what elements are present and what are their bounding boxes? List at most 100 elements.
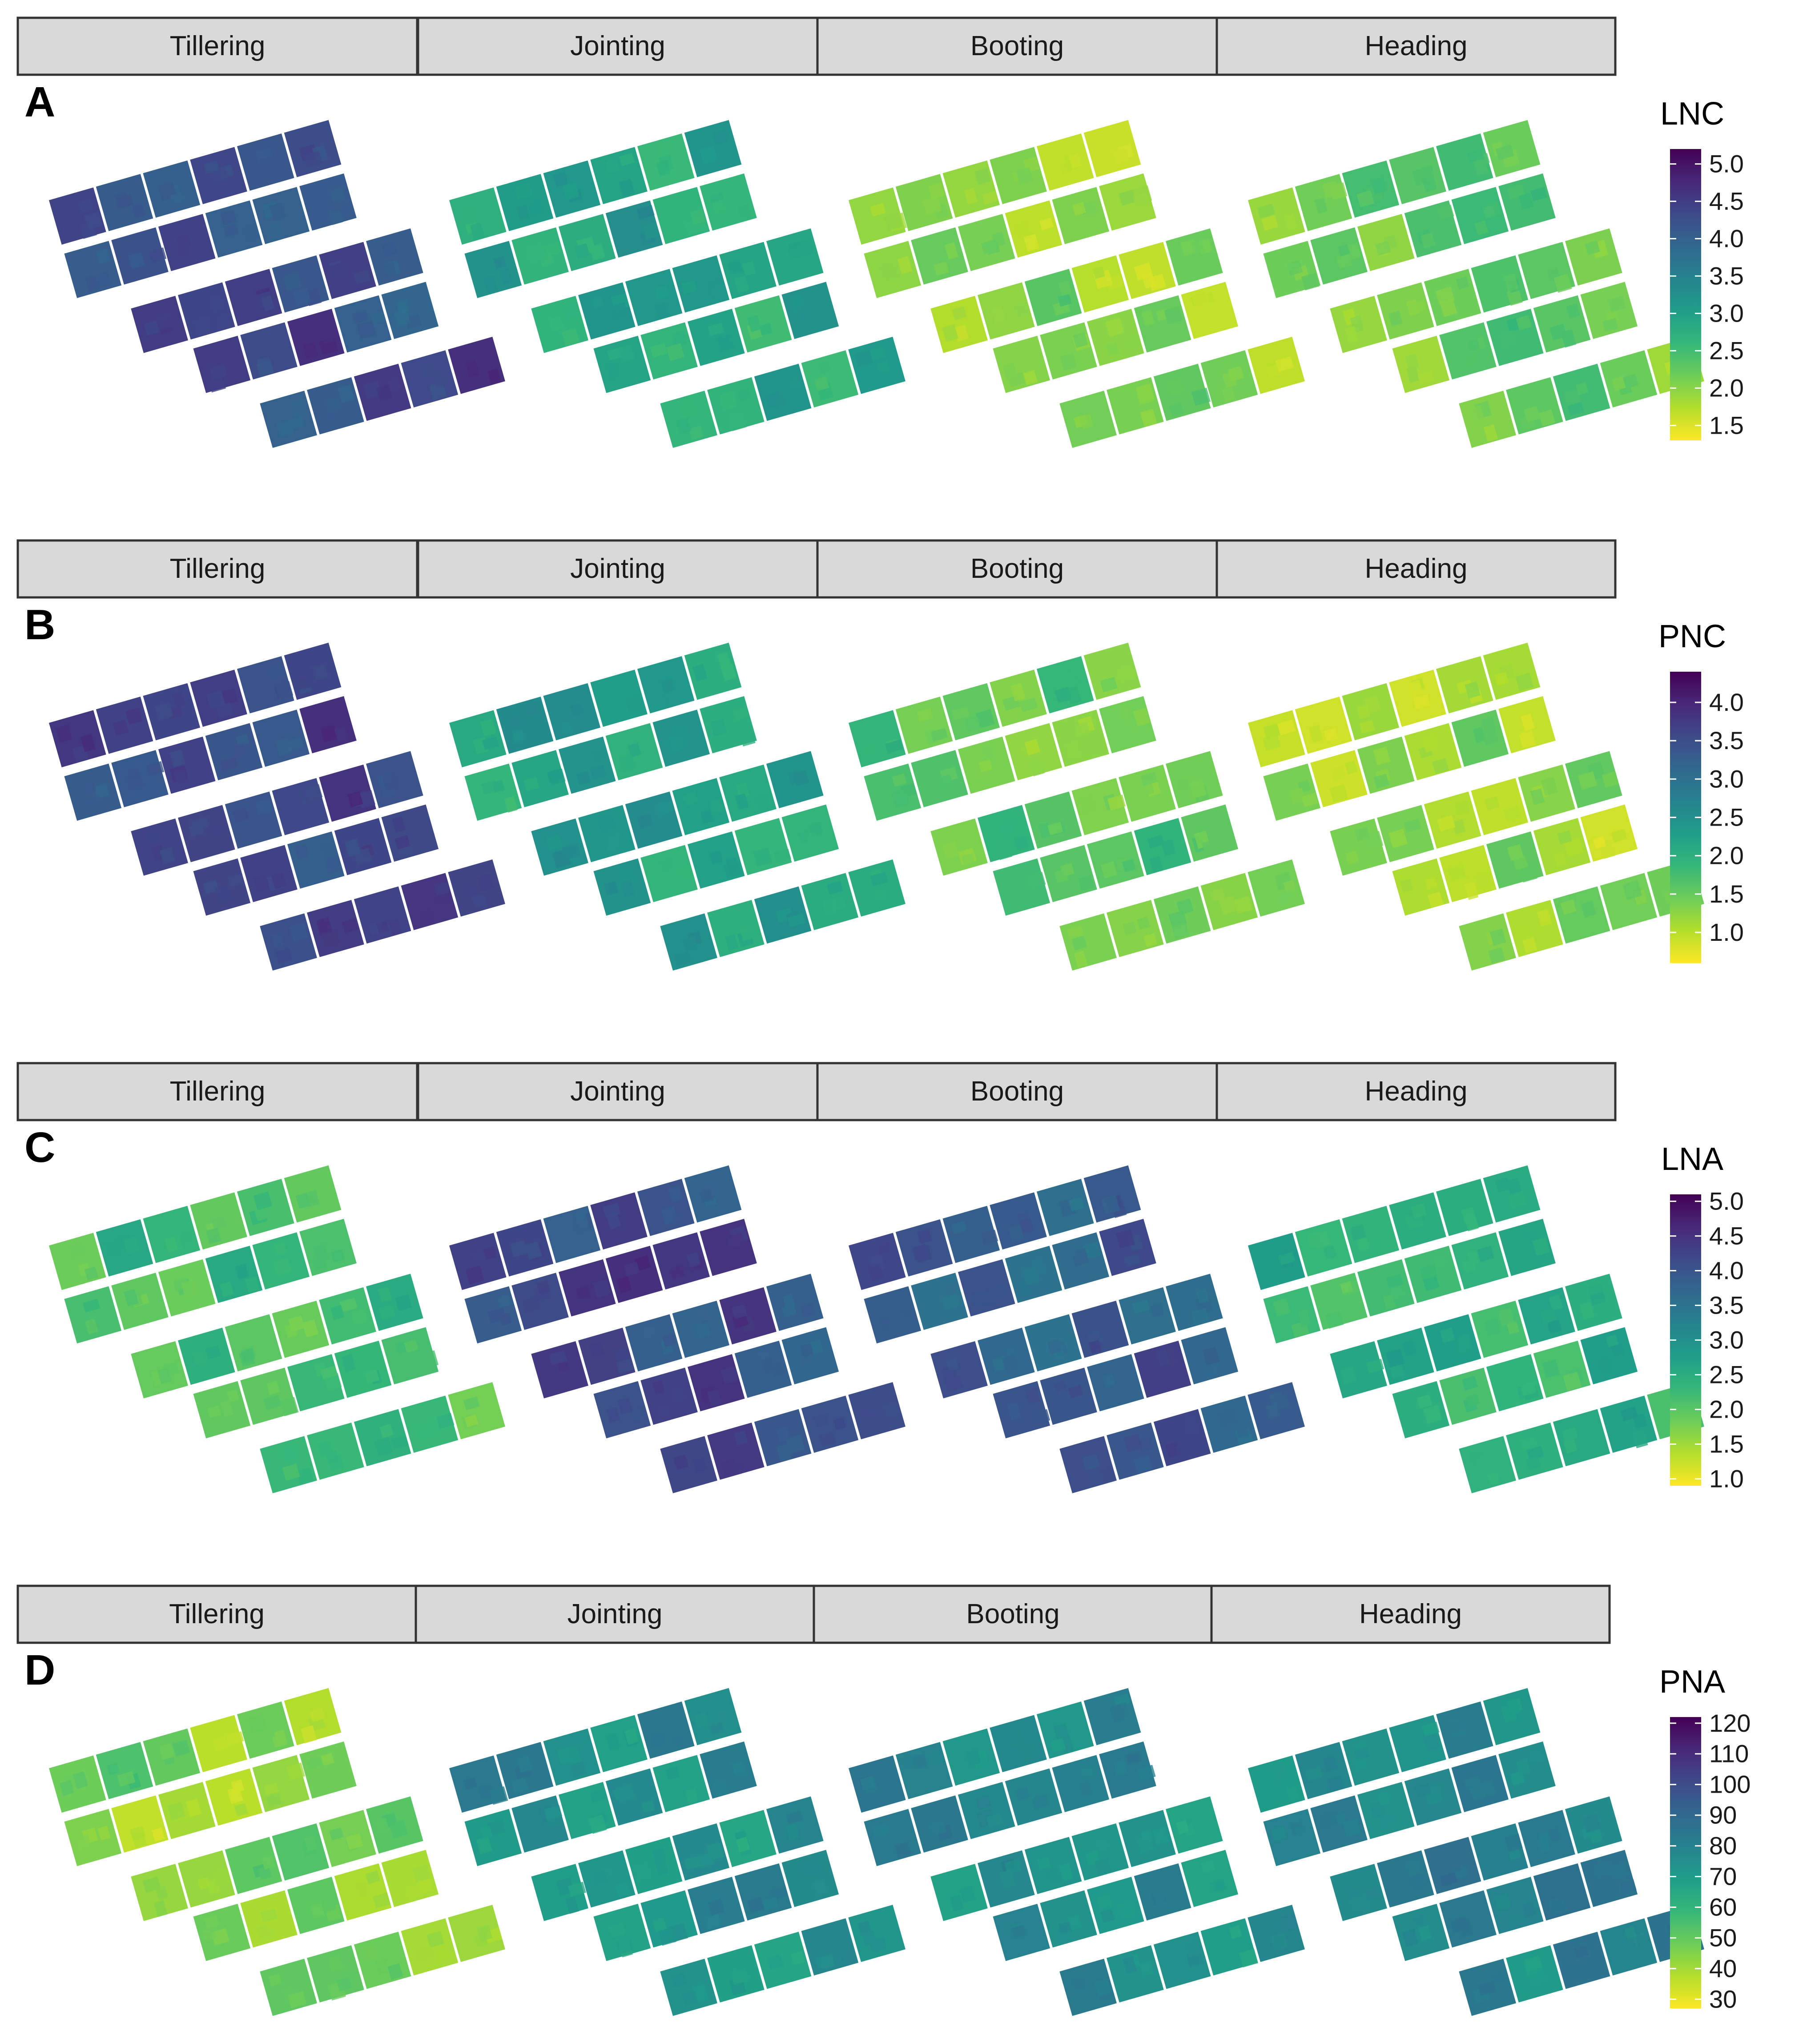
plot-texture: [860, 1776, 875, 1790]
plot-texture: [1102, 1374, 1115, 1388]
plot-texture: [671, 1971, 688, 1988]
plot-texture: [55, 724, 72, 743]
field-plot: [990, 1192, 1047, 1250]
plot-texture: [885, 739, 903, 754]
plot-texture: [1014, 835, 1029, 851]
plot-texture: [1561, 329, 1577, 348]
plot-texture: [1137, 1765, 1156, 1781]
plot-texture: [146, 761, 165, 776]
plot-texture: [489, 1786, 508, 1805]
field-plot: [1330, 1341, 1387, 1399]
plot-texture: [720, 1366, 740, 1384]
plot-texture: [1620, 1407, 1638, 1422]
facet-jointing: [449, 1688, 906, 2016]
plot-texture: [483, 275, 498, 294]
plot-texture: [321, 1897, 336, 1913]
plot-texture: [573, 1218, 589, 1234]
plot-texture: [1418, 1924, 1432, 1941]
plot-texture: [1327, 1775, 1344, 1792]
plot-texture: [570, 1762, 587, 1778]
field-plot: [1165, 1274, 1223, 1331]
plot-texture: [1113, 147, 1130, 164]
field-plot: [801, 1395, 859, 1453]
field-plot: [1553, 886, 1610, 944]
plot-texture: [868, 346, 886, 362]
plot-texture: [1011, 1924, 1026, 1939]
plot-texture: [1597, 1356, 1612, 1375]
plot-texture: [1189, 779, 1207, 799]
plot-texture: [72, 1771, 88, 1789]
plot-texture: [1141, 309, 1155, 327]
field-plot: [1357, 1782, 1415, 1839]
plot-texture: [419, 1878, 434, 1894]
plot-texture: [1119, 189, 1136, 206]
plot-texture: [733, 707, 749, 721]
field-plot: [1439, 1367, 1497, 1425]
plot-texture: [1488, 947, 1505, 964]
plot-texture: [656, 1404, 671, 1419]
plot-texture: [235, 1263, 250, 1280]
plot-texture: [83, 779, 97, 794]
strip-background: [16, 16, 419, 76]
plot-texture: [1089, 1470, 1103, 1487]
plot-texture: [1447, 1718, 1465, 1735]
plot-texture: [1082, 1454, 1100, 1471]
plot-texture: [876, 1241, 893, 1255]
plot-texture: [1377, 1791, 1391, 1806]
plot-texture: [1092, 266, 1105, 279]
field-plot: [993, 1381, 1050, 1439]
plot-texture: [1349, 1224, 1366, 1241]
plot-texture: [1388, 1284, 1407, 1300]
plot-texture: [1116, 1229, 1135, 1249]
strip-label: Jointing: [570, 31, 665, 61]
plot-texture: [117, 1771, 136, 1787]
plot-texture: [1059, 353, 1077, 371]
plot-texture: [487, 368, 502, 384]
plot-texture: [1553, 851, 1567, 867]
strip-label: Tillering: [170, 31, 266, 61]
plot-texture: [1202, 840, 1215, 854]
plot-texture: [925, 1751, 943, 1767]
plot-texture: [127, 767, 141, 783]
plot-texture: [559, 722, 573, 735]
field-plot: [1005, 200, 1062, 258]
field-plot: [260, 913, 317, 971]
field-plot: [895, 697, 953, 754]
plot-texture: [1503, 806, 1521, 821]
plot-texture: [1520, 1381, 1537, 1396]
plot-texture: [1537, 1837, 1551, 1854]
plot-texture: [562, 843, 581, 860]
colorbar-tick-label: 2.5: [1709, 336, 1744, 364]
plot-texture: [155, 702, 173, 721]
plot-texture: [982, 191, 998, 205]
plot-texture: [1123, 1253, 1141, 1268]
plot-texture: [1532, 1237, 1550, 1256]
plot-texture: [464, 210, 479, 225]
plot-texture: [1411, 1913, 1428, 1930]
plot-texture: [1060, 670, 1079, 687]
plot-texture: [742, 261, 756, 276]
field-plot: [307, 899, 364, 957]
plot-texture: [95, 271, 112, 289]
plot-texture: [261, 295, 275, 311]
plot-texture: [415, 1946, 434, 1961]
plot-texture: [220, 757, 238, 772]
strip-background: [1210, 1584, 1611, 1644]
field-plot: [652, 1232, 710, 1290]
plot-texture: [1506, 1177, 1522, 1194]
plot-texture: [1175, 1443, 1189, 1462]
field-plot: [578, 282, 636, 340]
plot-texture: [487, 1819, 506, 1836]
facet-strip-jointing: Jointing: [417, 1062, 819, 1121]
plot-texture: [188, 823, 205, 837]
field-plot: [143, 1205, 201, 1263]
plot-texture: [376, 920, 390, 934]
plot-texture: [728, 412, 747, 431]
field-plot: [1377, 282, 1434, 340]
plot-texture: [1301, 792, 1318, 807]
plot-texture: [892, 789, 910, 808]
plot-texture: [1619, 1879, 1637, 1894]
plot-texture: [245, 1276, 260, 1293]
field-plot: [1342, 1205, 1400, 1263]
plot-texture: [771, 1361, 785, 1377]
